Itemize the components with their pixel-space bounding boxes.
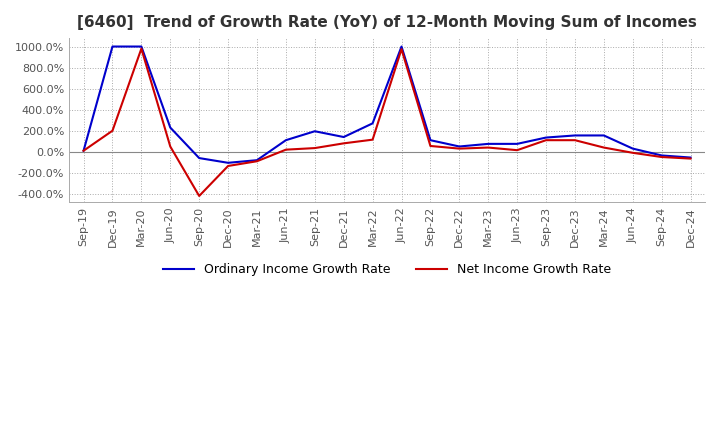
Ordinary Income Growth Rate	[686, 155, 695, 160]
Ordinary Income Growth Rate	[310, 128, 319, 134]
Net Income Growth Rate	[455, 146, 464, 151]
Ordinary Income Growth Rate	[253, 158, 261, 163]
Ordinary Income Growth Rate	[79, 148, 88, 154]
Net Income Growth Rate	[686, 156, 695, 161]
Ordinary Income Growth Rate	[484, 141, 492, 147]
Legend: Ordinary Income Growth Rate, Net Income Growth Rate: Ordinary Income Growth Rate, Net Income …	[158, 258, 616, 282]
Ordinary Income Growth Rate	[513, 141, 521, 147]
Ordinary Income Growth Rate	[629, 146, 637, 151]
Net Income Growth Rate	[600, 145, 608, 150]
Net Income Growth Rate	[310, 146, 319, 151]
Ordinary Income Growth Rate	[455, 144, 464, 149]
Net Income Growth Rate	[339, 141, 348, 146]
Line: Net Income Growth Rate: Net Income Growth Rate	[84, 49, 690, 196]
Ordinary Income Growth Rate	[571, 133, 580, 138]
Net Income Growth Rate	[108, 128, 117, 133]
Ordinary Income Growth Rate	[137, 44, 145, 49]
Ordinary Income Growth Rate	[600, 133, 608, 138]
Ordinary Income Growth Rate	[339, 134, 348, 139]
Ordinary Income Growth Rate	[397, 44, 406, 49]
Ordinary Income Growth Rate	[541, 135, 550, 140]
Ordinary Income Growth Rate	[657, 153, 666, 158]
Net Income Growth Rate	[484, 145, 492, 150]
Net Income Growth Rate	[137, 46, 145, 51]
Net Income Growth Rate	[571, 138, 580, 143]
Net Income Growth Rate	[224, 163, 233, 169]
Net Income Growth Rate	[541, 138, 550, 143]
Net Income Growth Rate	[657, 154, 666, 160]
Title: [6460]  Trend of Growth Rate (YoY) of 12-Month Moving Sum of Incomes: [6460] Trend of Growth Rate (YoY) of 12-…	[77, 15, 697, 30]
Ordinary Income Growth Rate	[195, 155, 204, 161]
Ordinary Income Growth Rate	[224, 160, 233, 165]
Net Income Growth Rate	[513, 147, 521, 153]
Ordinary Income Growth Rate	[369, 121, 377, 126]
Ordinary Income Growth Rate	[166, 125, 174, 130]
Net Income Growth Rate	[253, 158, 261, 164]
Net Income Growth Rate	[369, 137, 377, 142]
Net Income Growth Rate	[166, 144, 174, 149]
Ordinary Income Growth Rate	[108, 44, 117, 49]
Ordinary Income Growth Rate	[282, 138, 290, 143]
Line: Ordinary Income Growth Rate: Ordinary Income Growth Rate	[84, 47, 690, 163]
Net Income Growth Rate	[282, 147, 290, 152]
Net Income Growth Rate	[426, 143, 435, 149]
Net Income Growth Rate	[79, 148, 88, 154]
Net Income Growth Rate	[195, 193, 204, 198]
Net Income Growth Rate	[397, 47, 406, 52]
Ordinary Income Growth Rate	[426, 138, 435, 143]
Net Income Growth Rate	[629, 150, 637, 155]
